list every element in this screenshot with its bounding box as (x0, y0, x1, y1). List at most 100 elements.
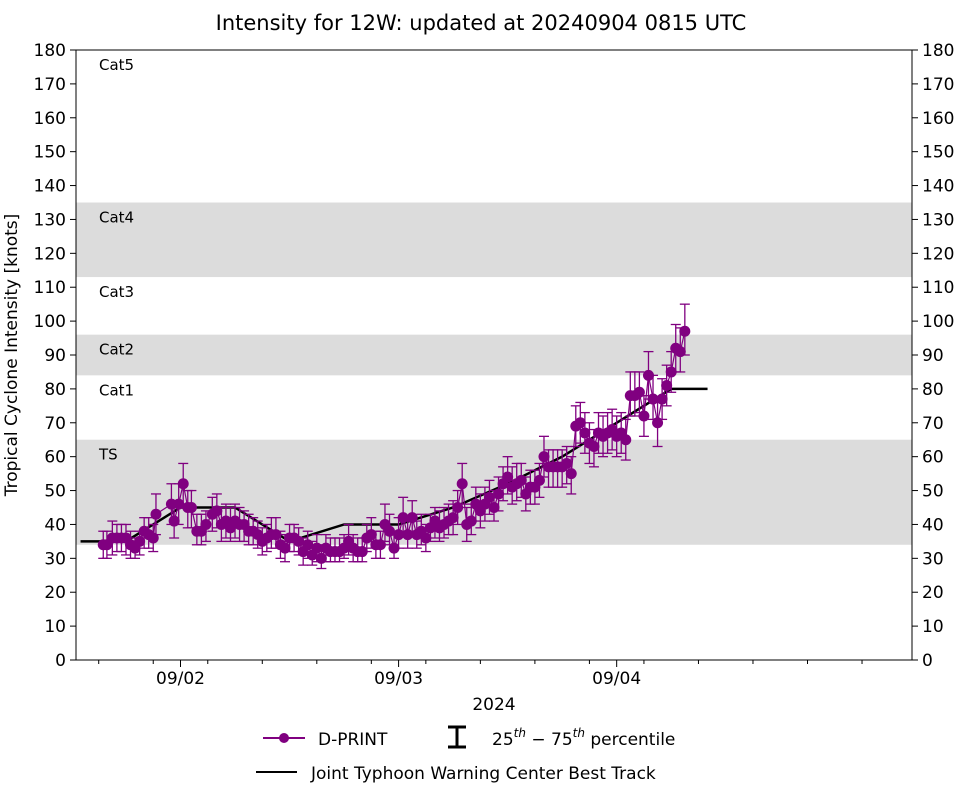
dprint-point (456, 462, 468, 505)
legend-entry-best-track[interactable]: Joint Typhoon Warning Center Best Track (256, 764, 656, 784)
dprint-point (674, 327, 686, 373)
y-tick-label: 0 (55, 651, 66, 671)
dprint-marker (493, 488, 505, 500)
dprint-point (150, 493, 162, 536)
y-tick-label-right: 140 (922, 177, 954, 197)
dprint-marker (679, 325, 691, 337)
dprint-point (638, 395, 650, 437)
y-tick-label-right: 80 (922, 380, 944, 400)
dprint-point (611, 415, 623, 458)
y-tick-label: 80 (44, 380, 66, 400)
dprint-marker (561, 457, 573, 469)
y-tick-label: 90 (44, 346, 66, 366)
y-tick-label-right: 130 (922, 210, 954, 230)
dprint-point (185, 489, 197, 529)
dprint-point (633, 371, 645, 414)
y-tick-label-right: 110 (922, 278, 954, 298)
legend-percentile-sup1: th (514, 726, 526, 740)
category-labels: TS Cat1 Cat2 Cat3 Cat4 Cat5 (98, 56, 134, 464)
dprint-point (424, 513, 436, 543)
legend-percentile-end: percentile (585, 730, 675, 750)
y-axis-right: 0 10 20 30 40 50 60 70 80 90 100 110 120 130 140 150 160… (912, 41, 954, 671)
dprint-point (538, 435, 550, 478)
legend: D-PRINT 25th − 75th percentile Joint Typ… (256, 725, 675, 784)
y-axis-left: 0 10 20 30 40 50 60 70 80 90 100 110 120 130 140 150 160… (34, 41, 76, 671)
y-tick-label: 60 (44, 448, 66, 468)
legend-dprint-label: D-PRINT (318, 730, 388, 750)
y-tick-label: 20 (44, 583, 66, 603)
y-axis-label: Tropical Cyclone Intensity [knots] (2, 214, 22, 498)
dprint-marker (538, 451, 550, 463)
y-tick-label: 70 (44, 414, 66, 434)
y-tick-label-right: 0 (922, 651, 933, 671)
legend-best-track-label: Joint Typhoon Warning Center Best Track (310, 764, 656, 784)
legend-dprint-marker-icon (279, 733, 289, 743)
x-tick-label: 09/02 (156, 669, 205, 689)
dprint-point (620, 418, 632, 461)
y-tick-label-right: 60 (922, 448, 944, 468)
dprint-marker (134, 535, 146, 547)
dprint-point (561, 445, 573, 485)
dprint-series (97, 303, 691, 570)
y-tick-label-right: 30 (922, 549, 944, 569)
category-label-cat2: Cat2 (99, 341, 134, 359)
y-tick-label-right: 90 (922, 346, 944, 366)
y-tick-label: 110 (34, 278, 66, 298)
legend-percentile-75: − 75 (526, 730, 573, 750)
legend-entry-dprint[interactable]: D-PRINT (263, 730, 388, 750)
dprint-marker (150, 508, 162, 520)
dprint-marker (565, 468, 577, 480)
dprint-point (588, 428, 600, 468)
dprint-point (579, 411, 591, 454)
y-tick-label-right: 40 (922, 515, 944, 535)
y-tick-label: 40 (44, 515, 66, 535)
y-tick-label-right: 20 (922, 583, 944, 603)
y-tick-label-right: 160 (922, 109, 954, 129)
category-label-cat1: Cat1 (99, 381, 134, 399)
dprint-point (679, 303, 691, 356)
category-label-ts: TS (98, 446, 118, 464)
y-tick-label: 10 (44, 617, 66, 637)
y-tick-label: 50 (44, 482, 66, 502)
legend-entry-percentile[interactable]: 25th − 75th percentile (448, 725, 675, 750)
y-tick-label-right: 170 (922, 75, 954, 95)
dprint-marker (579, 427, 591, 439)
y-tick-label: 180 (34, 41, 66, 61)
y-tick-label-right: 100 (922, 312, 954, 332)
dprint-marker (447, 512, 459, 524)
dprint-point (574, 401, 586, 444)
y-tick-label-right: 120 (922, 244, 954, 264)
dprint-marker (483, 491, 495, 503)
dprint-marker (574, 417, 586, 429)
y-tick-label: 140 (34, 177, 66, 197)
band-cat4 (76, 202, 912, 278)
dprint-marker (456, 478, 468, 490)
y-tick-label: 120 (34, 244, 66, 264)
dprint-marker (185, 502, 197, 513)
y-tick-label-right: 150 (922, 143, 954, 163)
dprint-marker (588, 441, 600, 452)
legend-percentile-sup2: th (573, 726, 585, 740)
y-tick-label: 150 (34, 143, 66, 163)
x-tick-label: 09/04 (592, 669, 641, 689)
dprint-marker (661, 380, 673, 391)
y-tick-label: 100 (34, 312, 66, 332)
dprint-marker (502, 471, 514, 483)
category-label-cat4: Cat4 (99, 209, 134, 227)
dprint-point (120, 523, 132, 556)
chart-title: Intensity for 12W: updated at 20240904 0… (216, 11, 747, 35)
legend-percentile-25: 25 (492, 730, 514, 750)
dprint-marker (177, 478, 189, 490)
y-tick-label-right: 180 (922, 41, 954, 61)
dprint-marker (656, 393, 668, 405)
x-axis: 09/02 09/03 09/04 (98, 660, 863, 689)
dprint-marker (638, 410, 650, 422)
dprint-point (200, 510, 212, 543)
y-tick-label: 130 (34, 210, 66, 230)
legend-errorbar-icon (448, 725, 466, 749)
dprint-marker (200, 518, 212, 530)
dprint-marker (620, 434, 632, 446)
y-tick-label-right: 50 (922, 482, 944, 502)
y-tick-label: 170 (34, 75, 66, 95)
